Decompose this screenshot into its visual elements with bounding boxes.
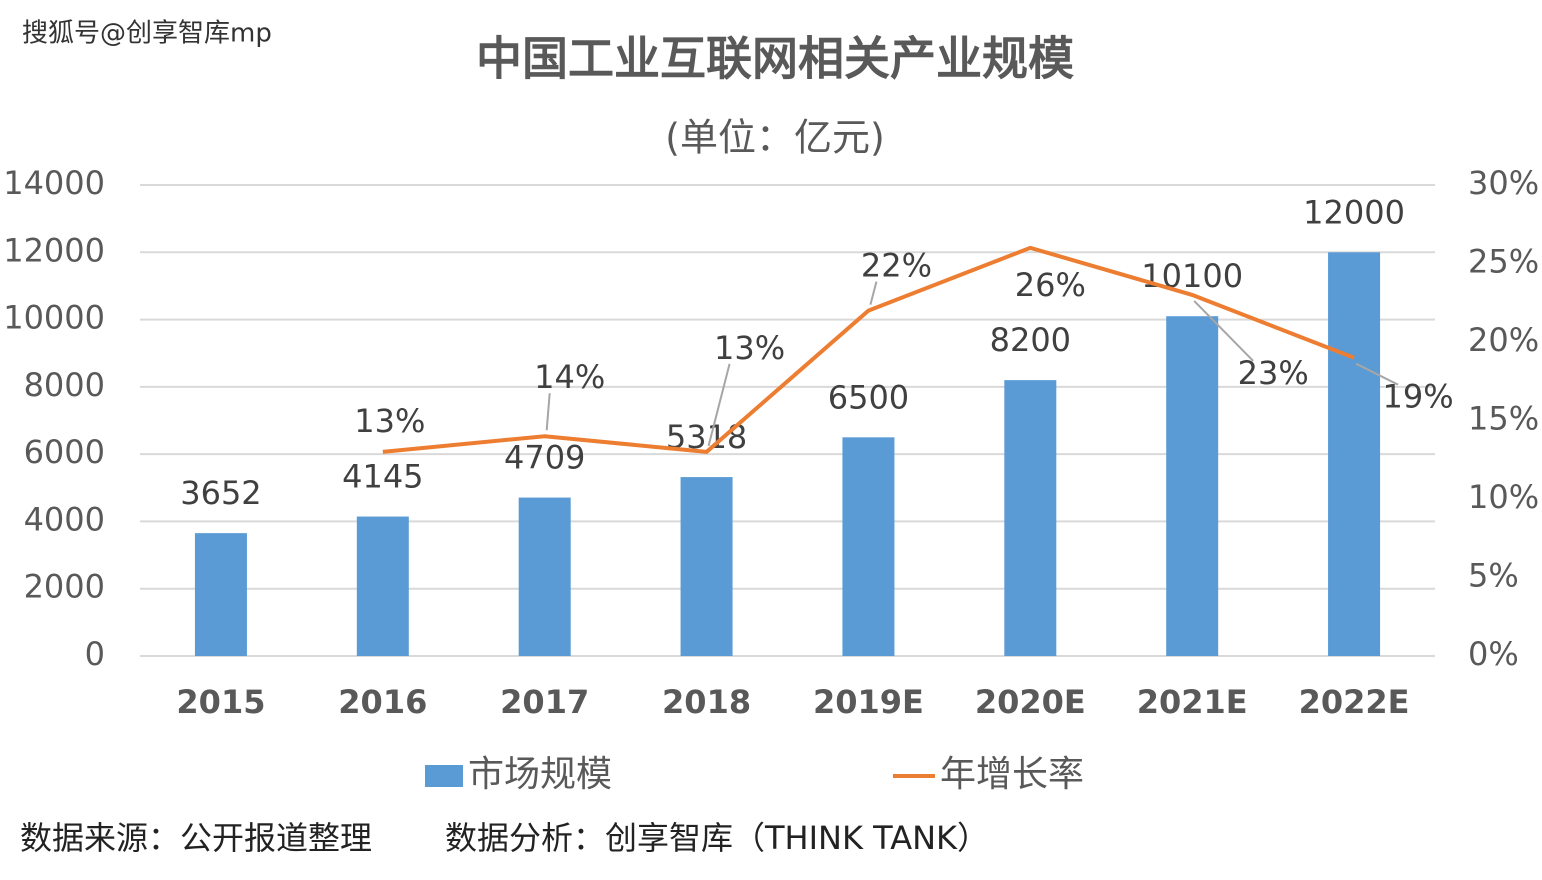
line-label: 14% [534, 358, 605, 396]
bar-label: 8200 [990, 321, 1071, 359]
leader-line [1193, 300, 1254, 362]
line-label: 13% [354, 402, 425, 440]
line [382, 245, 1355, 454]
bar [356, 516, 409, 656]
leader-line [707, 363, 731, 447]
bar [1328, 252, 1381, 657]
bar [680, 477, 733, 656]
y2-tick-label: 0% [1468, 635, 1519, 673]
x-tick-label: 2021E [1137, 683, 1248, 721]
y-tick-label: 8000 [24, 366, 105, 404]
footer-source: 数据来源：公开报道整理 [20, 819, 372, 857]
leader-line [545, 393, 551, 431]
chart-subtitle: (单位：亿元) [665, 116, 885, 160]
line-label: 23% [1238, 354, 1309, 392]
leader-line [869, 281, 878, 305]
y2-tick-label: 15% [1468, 400, 1539, 438]
y-tick-label: 2000 [24, 568, 105, 606]
x-tick-label: 2018 [662, 683, 751, 721]
footer-analysis: 数据分析：创享智库（THINK TANK） [445, 819, 989, 857]
bar-label: 12000 [1303, 193, 1405, 231]
leader-line [1355, 362, 1399, 386]
line-label: 22% [861, 247, 932, 285]
bar-label: 4145 [342, 458, 423, 496]
legend-label: 年增长率 [940, 754, 1084, 795]
y-tick-label: 10000 [3, 299, 105, 337]
y-tick-label: 0 [85, 635, 105, 673]
bar-label: 10100 [1141, 257, 1243, 295]
x-tick-label: 2020E [975, 683, 1086, 721]
x-tick-label: 2022E [1299, 683, 1410, 721]
bar-label: 6500 [828, 378, 909, 416]
bar [518, 497, 571, 656]
x-tick-label: 2016 [338, 683, 427, 721]
chart-title: 中国工业互联网相关产业规模 [476, 32, 1074, 86]
bar [1004, 380, 1057, 656]
bar-label: 3652 [180, 474, 261, 512]
y2-tick-label: 10% [1468, 478, 1539, 516]
x-tick-label: 2017 [500, 683, 589, 721]
y-tick-label: 12000 [3, 231, 105, 269]
watermark: 搜狐号@创享智库mp [22, 19, 272, 49]
y-tick-label: 4000 [24, 500, 105, 538]
y2-tick-label: 20% [1468, 321, 1539, 359]
line-label: 19% [1383, 378, 1454, 416]
y2-tick-label: 25% [1468, 243, 1539, 281]
y2-tick-label: 30% [1468, 164, 1539, 202]
legend-swatch [425, 765, 463, 787]
y2-tick-label: 5% [1468, 557, 1519, 595]
bar [194, 533, 247, 656]
line-label: 26% [1015, 266, 1086, 304]
x-tick-label: 2019E [813, 683, 924, 721]
x-tick-label: 2015 [176, 683, 265, 721]
legend-label: 市场规模 [468, 754, 612, 795]
y-tick-label: 6000 [24, 433, 105, 471]
y-tick-label: 14000 [3, 164, 105, 202]
bar [842, 437, 895, 656]
bar-label: 4709 [504, 439, 585, 477]
line-label: 13% [714, 329, 785, 367]
bar [1166, 316, 1219, 656]
